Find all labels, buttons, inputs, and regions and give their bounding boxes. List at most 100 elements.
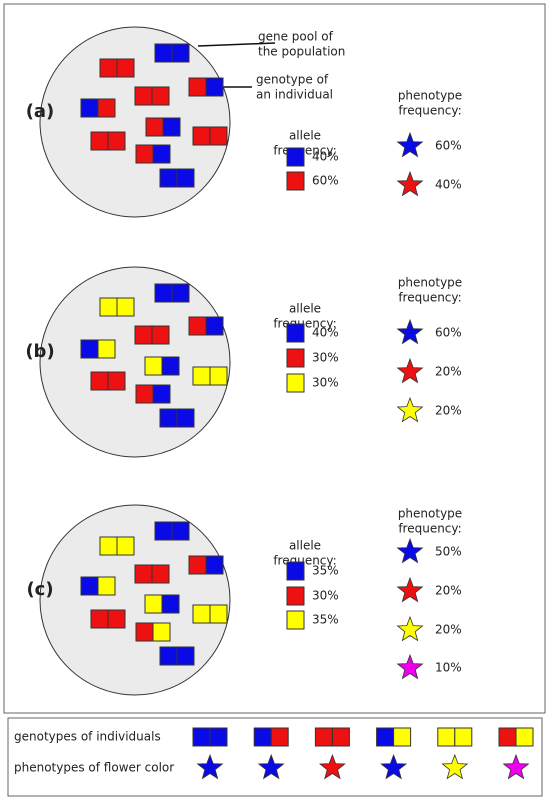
allele-square <box>393 727 412 747</box>
phenotype-title: phenotype <box>398 507 462 521</box>
flower-star <box>257 753 285 780</box>
allele-square <box>90 131 109 151</box>
allele-square <box>176 408 195 428</box>
phenotype-frequency: 10% <box>435 661 462 675</box>
gene-pool <box>39 266 231 458</box>
gene-pool <box>39 504 231 696</box>
annotation: the population <box>258 45 345 59</box>
allele-square <box>107 609 126 629</box>
allele-square <box>162 117 181 137</box>
flower-star <box>196 753 224 780</box>
phenotype-frequency: 20% <box>435 623 462 637</box>
allele-square <box>209 366 228 386</box>
allele-title: allele <box>289 129 321 143</box>
allele-square <box>107 131 126 151</box>
allele-square <box>286 323 305 343</box>
phenotype-title: frequency: <box>398 104 461 118</box>
annotation: gene pool of <box>258 30 334 44</box>
allele-square <box>80 339 99 359</box>
allele-square <box>159 646 178 666</box>
allele-square <box>270 727 289 747</box>
gene-pool <box>39 26 231 218</box>
phenotype-frequency: 40% <box>435 178 462 192</box>
allele-square <box>376 727 395 747</box>
flower-star <box>380 753 408 780</box>
allele-square <box>152 622 171 642</box>
allele-square <box>161 356 180 376</box>
allele-square <box>134 325 153 345</box>
phenotype-title: phenotype <box>398 276 462 290</box>
allele-square <box>171 521 190 541</box>
allele-square <box>152 384 171 404</box>
allele-frequency: 30% <box>312 376 339 390</box>
flower-star <box>396 576 424 603</box>
legend-frame <box>7 717 543 797</box>
flower-star <box>396 357 424 384</box>
flower-star <box>502 753 530 780</box>
allele-square <box>286 147 305 167</box>
allele-square <box>135 384 154 404</box>
allele-square <box>171 43 190 63</box>
allele-square <box>192 727 211 747</box>
allele-square <box>116 536 135 556</box>
phenotype-frequency: 20% <box>435 404 462 418</box>
annotation: an individual <box>256 88 333 102</box>
allele-square <box>97 576 116 596</box>
allele-square <box>154 43 173 63</box>
allele-square <box>192 366 211 386</box>
panel-label: (c) <box>26 579 53 600</box>
allele-square <box>99 536 118 556</box>
phenotype-title: phenotype <box>398 89 462 103</box>
allele-square <box>286 171 305 191</box>
phenotype-frequency: 20% <box>435 584 462 598</box>
phenotype-frequency: 60% <box>435 139 462 153</box>
allele-square <box>144 356 163 376</box>
allele-square <box>151 564 170 584</box>
panel-frame <box>3 3 546 714</box>
allele-square <box>97 339 116 359</box>
legend-label: phenotypes of flower color <box>14 761 174 775</box>
flower-star <box>396 653 424 680</box>
allele-square <box>188 77 207 97</box>
allele-square <box>498 727 517 747</box>
allele-frequency: 30% <box>312 589 339 603</box>
allele-frequency: 35% <box>312 613 339 627</box>
legend-label: genotypes of individuals <box>14 730 161 744</box>
allele-square <box>154 521 173 541</box>
phenotype-title: frequency: <box>398 291 461 305</box>
allele-square <box>286 586 305 606</box>
allele-square <box>151 86 170 106</box>
panel-label: (b) <box>25 341 54 362</box>
flower-star <box>318 753 346 780</box>
flower-star <box>396 537 424 564</box>
phenotype-title: frequency: <box>398 522 461 536</box>
allele-square <box>151 325 170 345</box>
allele-square <box>135 144 154 164</box>
allele-square <box>145 117 164 137</box>
flower-star <box>441 753 469 780</box>
allele-square <box>205 77 224 97</box>
allele-square <box>286 561 305 581</box>
allele-square <box>188 316 207 336</box>
allele-title: allele <box>289 302 321 316</box>
phenotype-frequency: 20% <box>435 365 462 379</box>
flower-star <box>396 170 424 197</box>
allele-square <box>205 555 224 575</box>
allele-square <box>154 283 173 303</box>
allele-square <box>80 576 99 596</box>
allele-title: allele <box>289 539 321 553</box>
panel-label: (a) <box>26 101 55 122</box>
allele-square <box>134 564 153 584</box>
flower-star <box>396 318 424 345</box>
allele-square <box>454 727 473 747</box>
allele-frequency: 40% <box>312 326 339 340</box>
allele-square <box>192 604 211 624</box>
allele-square <box>116 297 135 317</box>
allele-square <box>176 646 195 666</box>
allele-square <box>209 126 228 146</box>
allele-square <box>152 144 171 164</box>
phenotype-frequency: 60% <box>435 326 462 340</box>
allele-square <box>99 58 118 78</box>
allele-square <box>176 168 195 188</box>
